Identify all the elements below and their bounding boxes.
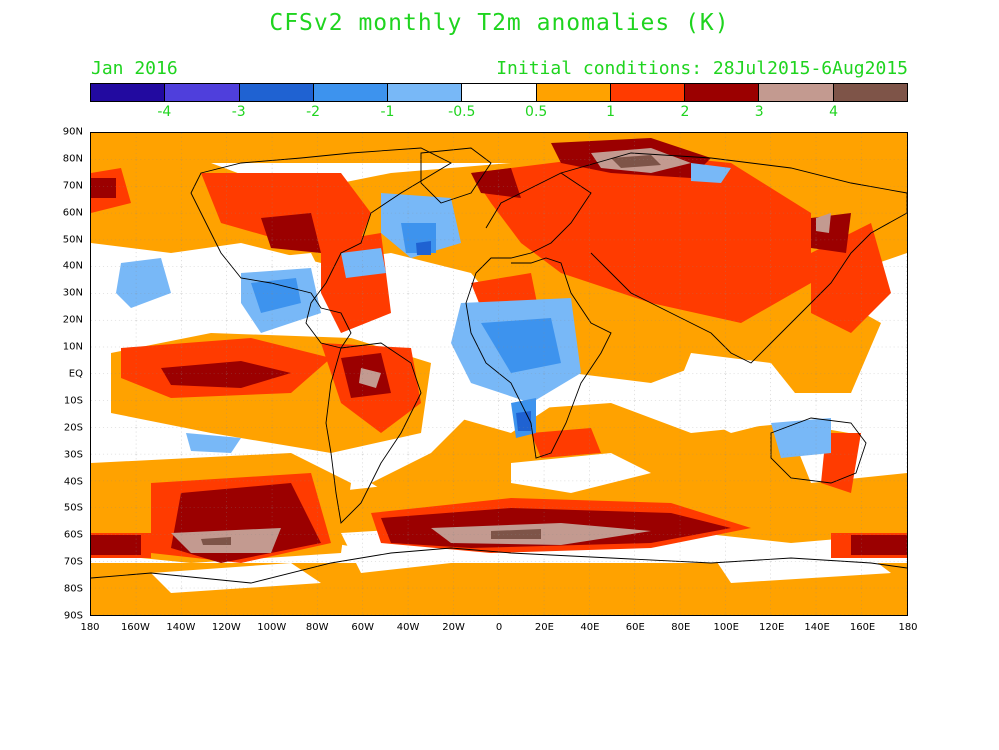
colorbar-swatch — [239, 84, 314, 101]
longitude-label: 60E — [625, 622, 645, 633]
colorbar-swatch — [388, 84, 463, 101]
longitude-label: 100E — [713, 622, 739, 633]
colorbar-label: 3 — [754, 104, 764, 120]
colorbar-swatch — [610, 84, 686, 101]
colorbar-label: -4 — [157, 104, 172, 120]
map-title: CFSv2 monthly T2m anomalies (K) — [269, 10, 730, 36]
longitude-label: 120W — [211, 622, 241, 633]
latitude-label: 90S — [63, 610, 83, 622]
colorbar-label: -3 — [231, 104, 246, 120]
colorbar-label: 1 — [606, 104, 615, 120]
longitude-label: 160E — [849, 622, 876, 633]
colorbar-swatch — [165, 84, 240, 101]
longitude-label: 180 — [898, 622, 918, 633]
colorbar-label: -0.5 — [448, 104, 476, 120]
colorbar-label: 2 — [680, 104, 690, 120]
longitude-label: 60W — [351, 622, 374, 633]
latitude-label: 80N — [62, 153, 83, 165]
longitude-label: 140W — [166, 622, 196, 633]
colorbar-label: -1 — [380, 104, 395, 120]
colorbar-swatch — [91, 84, 166, 101]
latitude-label: 90N — [62, 126, 83, 138]
latitude-label: 70S — [63, 556, 83, 568]
longitude-label: 100W — [257, 622, 287, 633]
anomaly-map — [90, 132, 908, 616]
latitude-label: 70N — [62, 180, 83, 192]
colorbar — [90, 83, 908, 102]
longitude-label: 140E — [804, 622, 830, 633]
colorbar-swatch — [685, 84, 760, 101]
latitude-label: 40N — [62, 260, 83, 272]
longitude-label: 0 — [495, 622, 503, 633]
colorbar-swatch — [833, 84, 907, 101]
longitude-label: 120E — [758, 622, 785, 633]
latitude-label: 30S — [63, 449, 83, 461]
latitude-label: 80S — [63, 583, 83, 595]
colorbar-label: 4 — [829, 104, 839, 120]
latitude-label: 50S — [63, 502, 83, 514]
latitude-label: 10S — [63, 395, 83, 407]
longitude-label: 40W — [396, 622, 420, 633]
latitude-label: EQ — [68, 368, 83, 380]
colorbar-label: -2 — [306, 104, 321, 120]
longitude-label: 20E — [534, 622, 554, 633]
latitude-label: 20N — [62, 314, 83, 326]
longitude-label: 40E — [580, 622, 600, 633]
longitude-label: 80E — [671, 622, 691, 633]
longitude-label: 180 — [80, 622, 100, 633]
colorbar-swatch — [462, 84, 537, 101]
colorbar-swatch — [536, 84, 611, 101]
longitude-label: 20W — [442, 622, 465, 633]
forecast-month: Jan 2016 — [91, 58, 178, 79]
colorbar-swatch — [759, 84, 834, 101]
latitude-label: 60N — [62, 207, 83, 219]
latitude-label: 10N — [62, 341, 83, 353]
colorbar-swatch — [313, 84, 389, 101]
latitude-label: 30N — [62, 287, 83, 299]
colorbar-labels: -4 -3 -2 -1 -0.5 0.5 1 2 3 4 — [90, 104, 908, 122]
latitude-label: 50N — [62, 234, 83, 246]
longitude-label: 80W — [305, 622, 329, 633]
latitude-label: 60S — [63, 529, 83, 541]
longitude-label: 160W — [120, 622, 150, 633]
map-canvas — [91, 133, 907, 615]
colorbar-label: 0.5 — [525, 104, 548, 120]
latitude-label: 20S — [63, 422, 83, 434]
initial-conditions: Initial conditions: 28Jul2015-6Aug2015 — [496, 58, 908, 79]
latitude-label: 40S — [63, 476, 83, 488]
